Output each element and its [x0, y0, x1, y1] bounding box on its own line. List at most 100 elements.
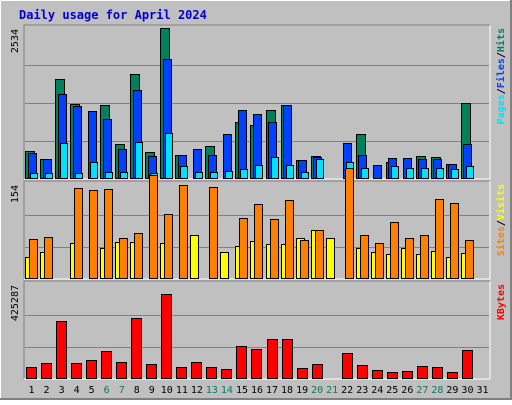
bar-kbytes-day-18: [282, 339, 293, 379]
day-label-1: 1: [29, 385, 35, 396]
bar-kbytes-day-27: [417, 366, 428, 379]
bar-kbytes-day-30: [462, 350, 473, 379]
y-max-label: 2534: [10, 29, 21, 53]
day-label-23: 23: [356, 385, 368, 396]
bar-files-day-15: [238, 110, 247, 179]
bar-sites-day-29: [450, 203, 459, 279]
bar-sites-day-23: [360, 235, 369, 279]
bar-sites-day-19: [300, 240, 309, 279]
bar-pages-day-14: [225, 171, 233, 179]
bar-kbytes-day-25: [387, 372, 398, 379]
bar-pages-day-1: [30, 173, 38, 179]
day-label-17: 17: [266, 385, 278, 396]
bar-pages-day-16: [255, 165, 263, 179]
bar-kbytes-day-6: [101, 351, 112, 379]
bar-visits-day-14: [220, 252, 229, 279]
day-label-6: 6: [104, 385, 110, 396]
bar-kbytes-day-20: [312, 364, 323, 379]
bar-kbytes-day-14: [221, 369, 232, 379]
day-labels: 1 2 3 4 5 6 7 8 9 10 11 12 13 14 15 16 17 18 19 20 21 22 23 24 2…: [29, 385, 489, 396]
bar-sites-day-11: [179, 185, 188, 279]
bar-pages-day-27: [421, 168, 429, 179]
bar-sites-day-5: [89, 190, 98, 279]
bar-pages-day-3: [60, 143, 68, 179]
legend-separator: /: [496, 52, 507, 58]
day-label-29: 29: [446, 385, 458, 396]
bar-kbytes-day-17: [267, 339, 278, 379]
bar-visits-day-12: [190, 235, 199, 279]
bar-sites-day-26: [405, 238, 414, 279]
bar-sites-day-6: [104, 189, 113, 279]
panels: 2534Pages/Files/Hits154Sites/Visits42528…: [10, 24, 507, 380]
bar-kbytes-day-12: [191, 362, 202, 379]
day-label-20: 20: [311, 385, 323, 396]
day-label-12: 12: [191, 385, 203, 396]
day-label-2: 2: [44, 385, 50, 396]
bar-sites-day-15: [239, 218, 248, 279]
day-label-15: 15: [236, 385, 248, 396]
bar-sites-day-25: [390, 222, 399, 279]
bar-pages-day-17: [271, 157, 279, 179]
day-label-18: 18: [281, 385, 293, 396]
legend: Pages/Files/Hits: [495, 28, 507, 124]
panel-hits-files-pages: 2534 Pages/Files/Hits: [10, 24, 507, 180]
bar-sites-day-30: [465, 240, 474, 279]
bar-files-day-6: [103, 119, 112, 179]
bar-kbytes-day-11: [176, 367, 187, 379]
day-label-21: 21: [326, 385, 338, 396]
bar-sites-day-13: [209, 187, 218, 279]
bar-pages-day-20: [316, 159, 324, 179]
bar-pages-day-4: [75, 173, 83, 179]
bar-kbytes-day-15: [236, 346, 247, 379]
bar-pages-day-29: [451, 169, 459, 179]
panel-visits-sites: 154 Sites/Visits: [10, 168, 507, 280]
bar-kbytes-day-13: [206, 367, 217, 379]
bar-sites-day-17: [270, 219, 279, 279]
day-label-14: 14: [221, 385, 233, 396]
bar-sites-day-27: [420, 235, 429, 279]
bar-sites-day-22: [345, 168, 354, 279]
panel-kbytes: 425287 KBytes: [10, 280, 507, 380]
day-label-13: 13: [206, 385, 218, 396]
bar-pages-day-7: [120, 172, 128, 179]
legend-kbytes: KBytes: [496, 284, 507, 320]
bar-pages-day-11: [180, 166, 188, 179]
bar-files-day-4: [73, 106, 82, 179]
bar-pages-day-28: [436, 168, 444, 179]
chart-title: Daily usage for April 2024: [19, 8, 207, 22]
bar-kbytes-day-2: [41, 363, 52, 379]
day-label-19: 19: [296, 385, 308, 396]
y-max-label: 425287: [10, 285, 21, 321]
bar-kbytes-day-5: [86, 360, 97, 379]
bar-pages-day-15: [240, 169, 248, 179]
legend-hits: Hits: [495, 28, 507, 52]
day-label-8: 8: [134, 385, 140, 396]
bar-pages-day-12: [195, 172, 203, 179]
day-label-22: 22: [341, 385, 353, 396]
legend: Sites/Visits: [495, 184, 507, 256]
bar-kbytes-day-26: [402, 371, 413, 379]
bar-visits-day-21: [326, 238, 335, 279]
day-label-5: 5: [89, 385, 95, 396]
day-label-31: 31: [476, 385, 488, 396]
legend-sites: Sites: [495, 226, 507, 256]
bar-pages-day-13: [210, 172, 218, 179]
bar-sites-day-28: [435, 199, 444, 279]
bar-kbytes-day-16: [251, 349, 262, 379]
bar-sites-day-18: [285, 200, 294, 279]
bar-kbytes-day-3: [56, 321, 67, 379]
bar-pages-day-10: [165, 133, 173, 179]
day-label-10: 10: [161, 385, 173, 396]
day-label-26: 26: [401, 385, 413, 396]
bar-pages-day-6: [105, 172, 113, 179]
bar-kbytes-day-19: [297, 368, 308, 379]
bar-kbytes-day-4: [71, 363, 82, 379]
day-label-24: 24: [371, 385, 383, 396]
day-label-27: 27: [416, 385, 428, 396]
bar-kbytes-day-28: [432, 367, 443, 379]
bar-sites-day-2: [44, 237, 53, 279]
bar-pages-day-26: [406, 168, 414, 179]
bar-pages-day-25: [391, 166, 399, 179]
